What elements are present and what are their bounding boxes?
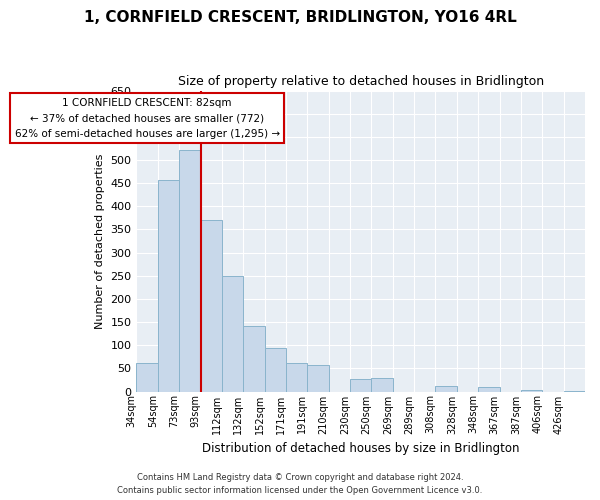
Bar [350, 379, 371, 392]
Bar [222, 276, 243, 392]
Bar [478, 387, 500, 392]
Bar [265, 348, 286, 392]
Bar [307, 364, 329, 392]
Bar [243, 326, 265, 392]
Bar [200, 220, 222, 392]
Text: 1, CORNFIELD CRESCENT, BRIDLINGTON, YO16 4RL: 1, CORNFIELD CRESCENT, BRIDLINGTON, YO16… [83, 10, 517, 25]
Bar [136, 363, 158, 392]
Text: 1 CORNFIELD CRESCENT: 82sqm
← 37% of detached houses are smaller (772)
62% of se: 1 CORNFIELD CRESCENT: 82sqm ← 37% of det… [14, 98, 280, 138]
Bar [521, 390, 542, 392]
Bar [436, 386, 457, 392]
Bar [179, 150, 200, 392]
Bar [158, 180, 179, 392]
Bar [371, 378, 393, 392]
Y-axis label: Number of detached properties: Number of detached properties [95, 154, 105, 328]
Bar [563, 390, 585, 392]
X-axis label: Distribution of detached houses by size in Bridlington: Distribution of detached houses by size … [202, 442, 520, 455]
Text: Contains HM Land Registry data © Crown copyright and database right 2024.
Contai: Contains HM Land Registry data © Crown c… [118, 474, 482, 495]
Bar [286, 363, 307, 392]
Title: Size of property relative to detached houses in Bridlington: Size of property relative to detached ho… [178, 75, 544, 88]
